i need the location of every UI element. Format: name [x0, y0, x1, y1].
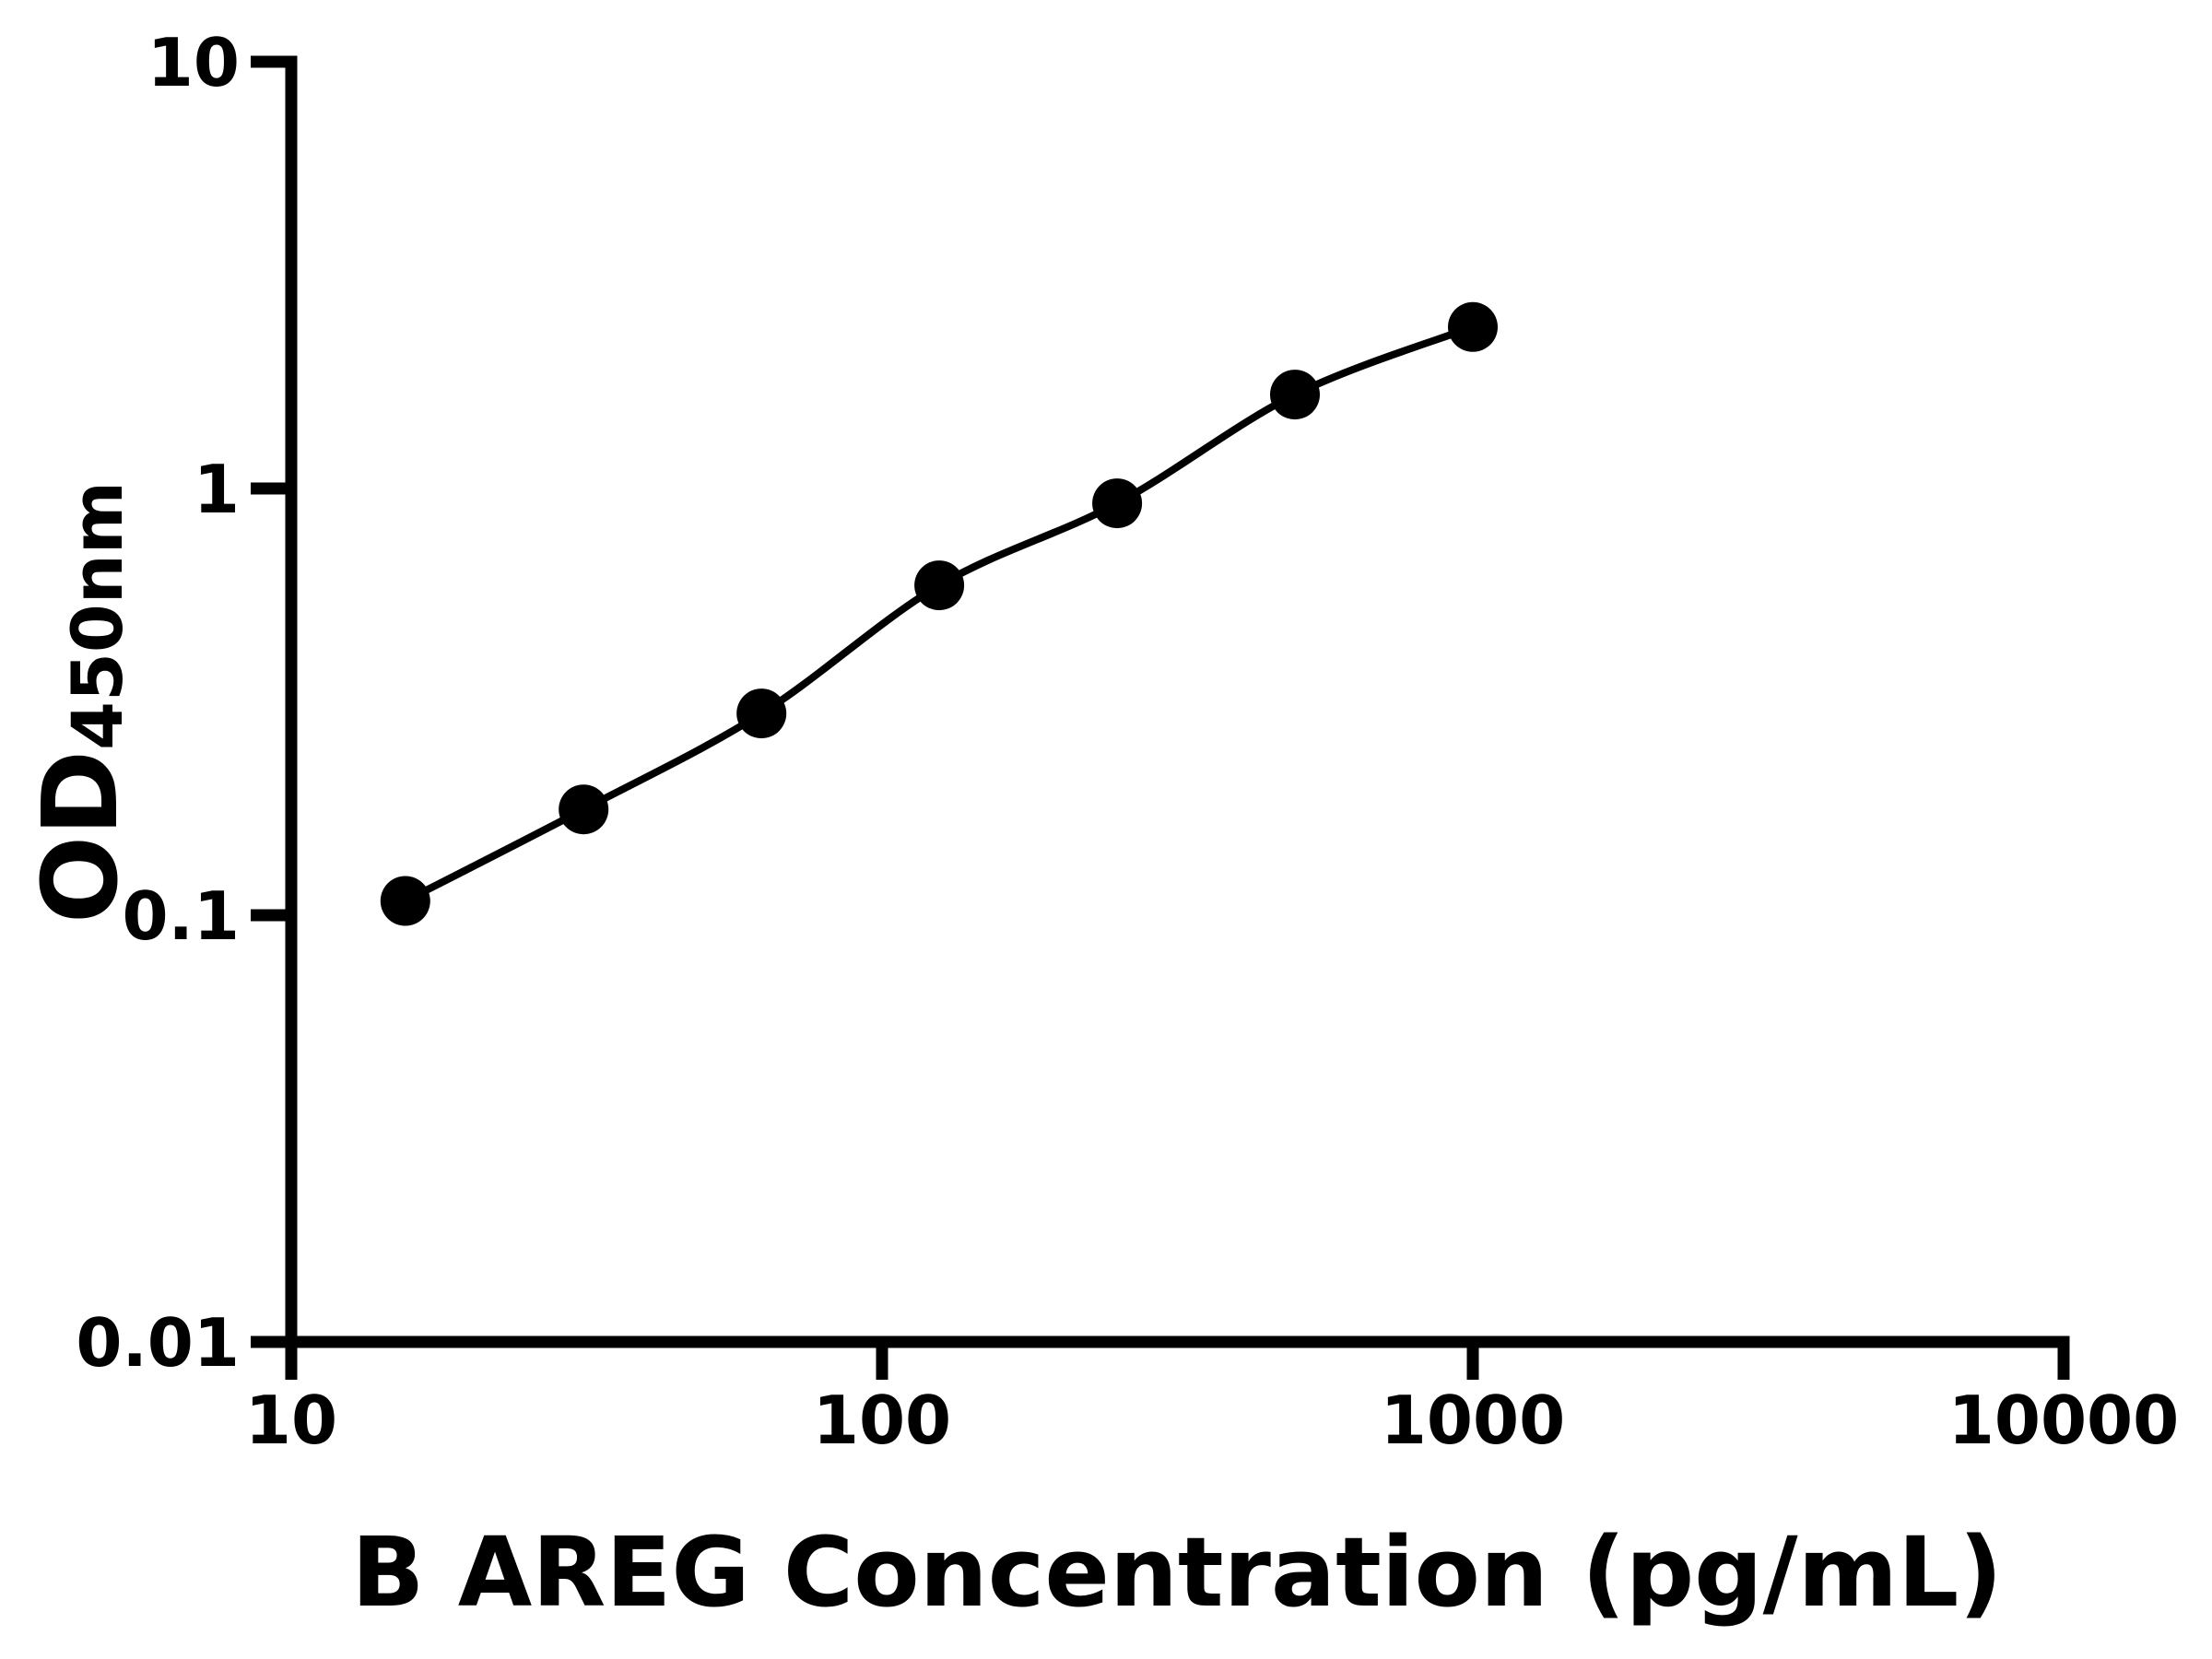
y-axis-title: OD450nm — [21, 481, 141, 924]
x-tick-label-10000: 10000 — [1948, 1382, 2180, 1459]
x-tick-label-100: 100 — [813, 1382, 951, 1459]
y-axis-title-subscript: 450nm — [56, 480, 138, 750]
data-point-5 — [1270, 370, 1320, 420]
data-point-6 — [1448, 301, 1498, 352]
axis-lines-and-ticks — [251, 55, 2070, 1380]
y-axis-title-main: OD — [21, 749, 141, 924]
x-tick-label-10: 10 — [245, 1382, 337, 1459]
y-tick-labels: 10 1 0.1 0.01 — [76, 24, 240, 1382]
x-tick-label-1000: 1000 — [1381, 1382, 1565, 1459]
data-point-3 — [914, 560, 965, 611]
y-tick-label-0.01: 0.01 — [76, 1304, 240, 1382]
data-point-0 — [380, 876, 430, 926]
y-tick-label-0.1: 0.1 — [122, 877, 240, 955]
data-points — [380, 301, 1498, 926]
data-point-2 — [736, 688, 787, 739]
x-axis-title: B AREG Concentration (pg/mL) — [351, 1516, 2003, 1629]
y-tick-label-1: 1 — [194, 451, 240, 528]
axes — [251, 55, 2070, 1380]
x-tick-labels: 10 100 1000 10000 — [245, 1382, 2179, 1459]
data-point-4 — [1092, 478, 1143, 529]
y-tick-label-10: 10 — [147, 24, 240, 101]
data-point-1 — [559, 784, 609, 835]
